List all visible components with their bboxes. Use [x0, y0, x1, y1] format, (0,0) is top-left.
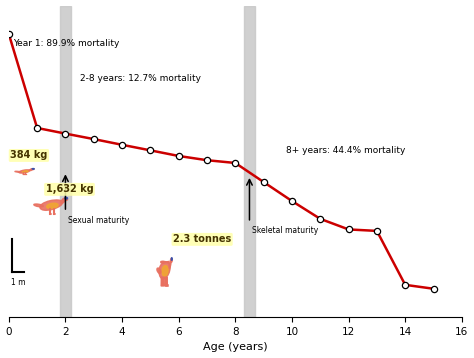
Text: 2-8 years: 12.7% mortality: 2-8 years: 12.7% mortality [80, 74, 201, 83]
Ellipse shape [63, 198, 68, 200]
Text: Skeletal maturity: Skeletal maturity [252, 226, 319, 235]
Ellipse shape [61, 199, 65, 203]
X-axis label: Age (years): Age (years) [203, 343, 268, 352]
Text: Sexual maturity: Sexual maturity [68, 216, 129, 225]
Text: 8+ years: 44.4% mortality: 8+ years: 44.4% mortality [286, 146, 406, 155]
Bar [245, 6, 255, 317]
Ellipse shape [46, 203, 58, 209]
Ellipse shape [34, 204, 43, 207]
Text: Year 1: 89.9% mortality: Year 1: 89.9% mortality [13, 39, 119, 48]
Ellipse shape [159, 262, 170, 279]
Bar [60, 6, 71, 317]
Ellipse shape [65, 197, 67, 199]
Ellipse shape [40, 200, 63, 210]
Ellipse shape [22, 171, 28, 173]
Text: 384 kg: 384 kg [10, 150, 47, 160]
Text: 2.3 tonnes: 2.3 tonnes [173, 234, 231, 245]
Text: 1 m: 1 m [11, 278, 26, 287]
Ellipse shape [29, 169, 32, 170]
Text: 1,632 kg: 1,632 kg [46, 184, 93, 194]
Ellipse shape [31, 169, 34, 170]
Ellipse shape [171, 258, 172, 262]
Ellipse shape [169, 260, 171, 268]
Ellipse shape [162, 266, 168, 276]
Ellipse shape [171, 258, 172, 260]
Ellipse shape [15, 171, 21, 172]
Ellipse shape [19, 170, 30, 173]
Ellipse shape [157, 268, 161, 274]
